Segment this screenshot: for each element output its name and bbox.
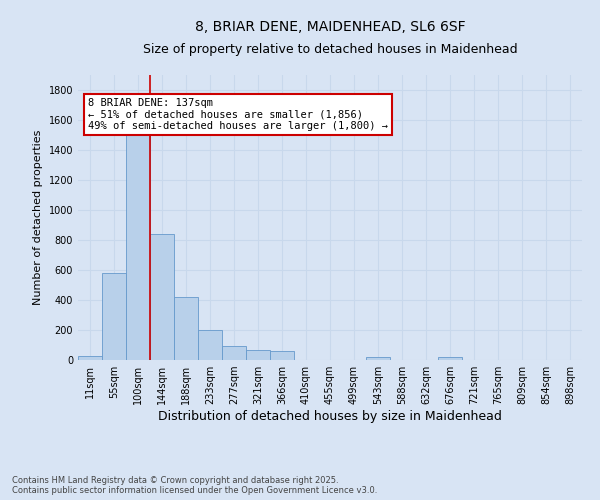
Text: 8, BRIAR DENE, MAIDENHEAD, SL6 6SF: 8, BRIAR DENE, MAIDENHEAD, SL6 6SF [194, 20, 466, 34]
Bar [78, 356, 102, 360]
Text: 8 BRIAR DENE: 137sqm
← 51% of detached houses are smaller (1,856)
49% of semi-de: 8 BRIAR DENE: 137sqm ← 51% of detached h… [88, 98, 388, 131]
Bar [174, 297, 198, 360]
Bar [198, 330, 222, 360]
Text: Size of property relative to detached houses in Maidenhead: Size of property relative to detached ho… [143, 42, 517, 56]
Bar [246, 350, 270, 360]
Bar [126, 135, 150, 360]
Bar [438, 357, 462, 360]
Bar [150, 234, 174, 360]
Bar [222, 346, 246, 360]
Text: Contains HM Land Registry data © Crown copyright and database right 2025.
Contai: Contains HM Land Registry data © Crown c… [12, 476, 377, 495]
Bar [366, 357, 390, 360]
X-axis label: Distribution of detached houses by size in Maidenhead: Distribution of detached houses by size … [158, 410, 502, 423]
Bar [102, 273, 126, 360]
Y-axis label: Number of detached properties: Number of detached properties [33, 130, 43, 305]
Bar [270, 351, 294, 360]
